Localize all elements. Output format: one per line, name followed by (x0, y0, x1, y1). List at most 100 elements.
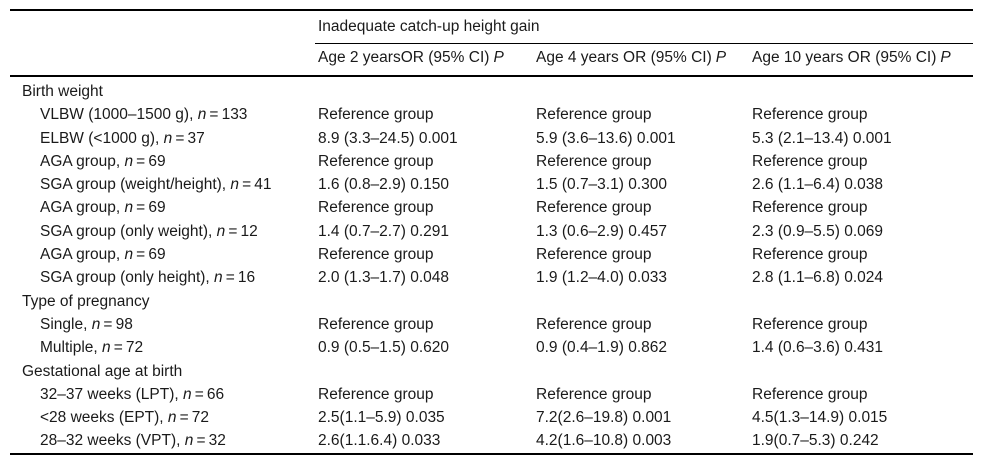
table-header: Inadequate catch-up height gain Age 2 ye… (10, 10, 973, 77)
value-cell-age10: 4.5(1.3–14.9) 0.015 (752, 409, 888, 427)
value-cell-age2: Reference group (318, 106, 434, 124)
value-cell-age4: Reference group (536, 152, 652, 170)
category-label: Type of pregnancy (22, 292, 150, 310)
corner-cell (10, 10, 315, 44)
value-cell-age10: Reference group (752, 152, 868, 170)
value-cell-age2: 1.4 (0.7–2.7) 0.291 (318, 222, 449, 240)
value-cell-age2: 0.9 (0.5–1.5) 0.620 (318, 339, 449, 357)
value-cell-age4: 7.2(2.6–19.8) 0.001 (536, 409, 672, 427)
column-header-age10-label: Age 10 years OR (95% CI) (752, 49, 937, 66)
odds-ratio-table: Inadequate catch-up height gain Age 2 ye… (10, 9, 973, 455)
value-cell-age4: Reference group (536, 315, 652, 333)
n-symbol: n (214, 269, 223, 287)
value-cell-age4: Reference group (536, 246, 652, 264)
value-cell-age2: Reference group (318, 315, 434, 333)
table-row: 32–37 weeks (LPT), n = 66 Reference group… (10, 383, 973, 406)
value-cell-age2: 2.6(1.1.6.4) 0.033 (318, 432, 441, 450)
value-cell-age4: Reference group (536, 385, 652, 403)
row-label: 28–32 weeks (VPT), n = 32 (40, 432, 226, 450)
value-cell-age10: 2.3 (0.9–5.5) 0.069 (752, 222, 883, 240)
value-cell-age2 (315, 360, 533, 383)
value-cell-age10: Reference group (752, 246, 868, 264)
value-cell-age4: 1.5 (0.7–3.1) 0.300 (536, 176, 667, 194)
value-cell-age4: 1.3 (0.6–2.9) 0.457 (536, 222, 667, 240)
value-cell-age10: 1.4 (0.6–3.6) 0.431 (752, 339, 883, 357)
row-label: 32–37 weeks (LPT), n = 66 (40, 385, 225, 403)
value-cell-age10: Reference group (752, 315, 868, 333)
p-value-symbol: P (715, 49, 727, 66)
category-label: Gestational age at birth (22, 362, 183, 380)
column-header-age10: Age 10 years OR (95% CI) P (749, 43, 973, 77)
n-symbol: n (216, 222, 226, 240)
value-cell-age4: 4.2(1.6–10.8) 0.003 (536, 432, 672, 450)
table-row: VLBW (1000–1500 g), n = 133 Reference gro… (10, 103, 973, 126)
table-row: <28 weeks (EPT), n = 72 2.5(1.1–5.9) 0.03… (10, 406, 973, 429)
value-cell-age10 (749, 290, 973, 313)
column-header-age2-label: Age 2 yearsOR (95% CI) (318, 49, 490, 66)
value-cell-age10: Reference group (752, 106, 868, 124)
value-cell-age10: 2.8 (1.1–6.8) 0.024 (752, 269, 883, 287)
value-cell-age2 (315, 290, 533, 313)
value-cell-age2: 1.6 (0.8–2.9) 0.150 (318, 176, 449, 194)
n-symbol: n (124, 199, 134, 217)
value-cell-age4 (533, 76, 749, 103)
table-body: Birth weight VLBW (1000–1500 g), n = 133 R… (10, 76, 973, 454)
value-cell-age10: 2.6 (1.1–6.4) 0.038 (752, 176, 883, 194)
value-cell-age10: 1.9(0.7–5.3) 0.242 (752, 432, 879, 450)
spanner-row: Inadequate catch-up height gain (10, 10, 973, 44)
value-cell-age10 (749, 76, 973, 103)
category-row: Type of pregnancy (10, 290, 973, 313)
value-cell-age2: Reference group (318, 385, 434, 403)
value-cell-age4: Reference group (536, 106, 652, 124)
value-cell-age2: 8.9 (3.3–24.5) 0.001 (318, 129, 458, 147)
p-value-symbol: P (940, 49, 951, 66)
table-row: SGA group (weight/height), n = 41 1.6 (0.… (10, 173, 973, 196)
value-cell-age4: Reference group (536, 199, 652, 217)
table-row: SGA group (only weight), n = 12 1.4 (0.7–… (10, 220, 973, 243)
n-symbol: n (124, 246, 134, 264)
row-label: AGA group, n = 69 (40, 199, 166, 217)
table-row: AGA group, n = 69 Reference group Referenc… (10, 196, 973, 219)
value-cell-age4: 5.9 (3.6–13.6) 0.001 (536, 129, 676, 147)
table-row: 28–32 weeks (VPT), n = 32 2.6(1.1.6.4) 0.… (10, 429, 973, 453)
table-row: AGA group, n = 69 Reference group Referenc… (10, 150, 973, 173)
spanner-label: Inadequate catch-up height gain (318, 18, 540, 35)
n-symbol: n (163, 129, 173, 147)
value-cell-age4 (533, 290, 749, 313)
spanner-heading: Inadequate catch-up height gain (315, 10, 973, 44)
row-label: SGA group (weight/height), n = 41 (40, 176, 272, 194)
n-symbol: n (184, 432, 194, 450)
row-label: Single, n = 98 (40, 315, 133, 333)
value-cell-age2: Reference group (318, 199, 434, 217)
column-header-age4: Age 4 years OR (95% CI) P (533, 43, 749, 77)
category-row: Gestational age at birth (10, 360, 973, 383)
row-label: Multiple, n = 72 (40, 339, 144, 357)
n-symbol: n (102, 339, 111, 357)
table-row: Single, n = 98 Reference group Reference g… (10, 313, 973, 336)
value-cell-age2 (315, 76, 533, 103)
column-header-row: Age 2 yearsOR (95% CI) P Age 4 years OR (… (10, 43, 973, 77)
table-row: ELBW (<1000 g), n = 37 8.9 (3.3–24.5) 0.0… (10, 127, 973, 150)
value-cell-age10 (749, 360, 973, 383)
value-cell-age2: 2.0 (1.3–1.7) 0.048 (318, 269, 449, 287)
value-cell-age2: 2.5(1.1–5.9) 0.035 (318, 409, 445, 427)
n-symbol: n (230, 176, 240, 194)
row-label: SGA group (only height), n = 16 (40, 269, 256, 287)
value-cell-age10: Reference group (752, 199, 868, 217)
p-value-symbol: P (493, 49, 504, 66)
n-symbol: n (91, 315, 101, 333)
row-label: AGA group, n = 69 (40, 152, 166, 170)
value-cell-age10: 5.3 (2.1–13.4) 0.001 (752, 129, 892, 147)
row-label: <28 weeks (EPT), n = 72 (40, 409, 210, 427)
category-label: Birth weight (22, 83, 103, 100)
table-row: Multiple, n = 72 0.9 (0.5–1.5) 0.620 0.9 (… (10, 336, 973, 359)
row-label: AGA group, n = 69 (40, 246, 166, 264)
table-row: SGA group (only height), n = 16 2.0 (1.3–… (10, 266, 973, 289)
row-label: ELBW (<1000 g), n = 37 (40, 129, 205, 147)
n-symbol: n (197, 106, 207, 124)
value-cell-age2: Reference group (318, 246, 434, 264)
corner-cell-2 (10, 43, 315, 77)
n-symbol: n (167, 409, 177, 427)
value-cell-age4 (533, 360, 749, 383)
value-cell-age4: 1.9 (1.2–4.0) 0.033 (536, 269, 667, 287)
